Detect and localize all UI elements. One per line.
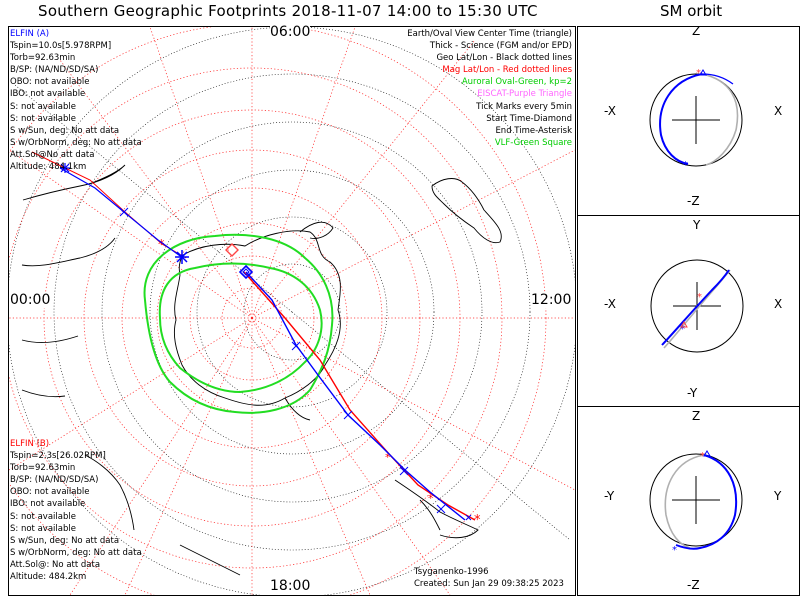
svg-text:*: * bbox=[672, 545, 677, 556]
legend-eiscat: EISCAT-Purple Triangle bbox=[477, 89, 572, 100]
sm2-right-label: X bbox=[774, 297, 783, 311]
sm1-right-label: X bbox=[774, 104, 783, 118]
elfin-a-spin: Tspin=10.0s[5.978RPM] bbox=[10, 41, 112, 52]
sm2-bottom-label: -Y bbox=[687, 386, 698, 400]
svg-text:*: * bbox=[385, 451, 391, 464]
elfin-b-s2: S: not available bbox=[10, 523, 76, 534]
coastlines bbox=[21, 164, 502, 576]
elfin-a-track bbox=[59, 163, 472, 521]
legend: Earth/Oval View Center Time (triangle) T… bbox=[407, 28, 572, 149]
elfin-a-info: ELFIN (A) Tspin=10.0s[5.978RPM] Torb=92.… bbox=[10, 28, 142, 173]
elfin-b-bsp: B/SP: (NA/ND/SD/SA) bbox=[10, 475, 99, 486]
elfin-a-end-asterisk bbox=[175, 250, 189, 264]
footer: Tsyganenko-1996 Created: Sun Jan 29 09:3… bbox=[414, 566, 564, 590]
sm3-right-label: Y bbox=[774, 489, 782, 503]
legend-end-time: End Time-Asterisk bbox=[495, 125, 572, 136]
time-label-right: 12:00 bbox=[531, 292, 572, 308]
time-label-bottom: 18:00 bbox=[270, 578, 311, 594]
elfin-a-s1: S: not available bbox=[10, 101, 76, 112]
legend-mag-grid: Mag Lat/Lon - Red dotted lines bbox=[442, 65, 572, 76]
legend-auroral-oval: Auroral Oval-Green, kp=2 bbox=[461, 77, 572, 88]
legend-vlf: VLF-Green Square bbox=[494, 137, 572, 148]
sm-divider-1 bbox=[577, 215, 800, 216]
elfin-a-start-diamond bbox=[238, 264, 254, 280]
svg-text:*: * bbox=[428, 492, 434, 505]
sm3-bottom-label: -Z bbox=[687, 578, 700, 592]
geo-grid bbox=[9, 27, 575, 595]
elfin-b-end-asterisk: * bbox=[474, 513, 481, 528]
elfin-b-spin: Tspin=2.3s[26.02RPM] bbox=[10, 451, 106, 462]
elfin-a-altitude: Altitude: 484.1km bbox=[10, 162, 87, 173]
legend-tick-marks: Tick Marks every 5min bbox=[476, 101, 572, 112]
sm1-bottom-label: -Z bbox=[687, 194, 700, 208]
elfin-a-attsol: Att.Sol@No att data bbox=[10, 149, 95, 160]
legend-science: Thick - Science (FGM and/or EPD) bbox=[429, 41, 572, 52]
elfin-b-orbnorm: S w/OrbNorm, deg: No att data bbox=[10, 547, 142, 558]
svg-text:*: * bbox=[683, 160, 688, 171]
sm3-top-label: Z bbox=[692, 409, 701, 423]
svg-text:*: * bbox=[696, 68, 701, 79]
elfin-a-s2: S: not available bbox=[10, 113, 76, 124]
svg-text:*: * bbox=[158, 238, 165, 253]
legend-geo-grid: Geo Lat/Lon - Black dotted lines bbox=[436, 53, 572, 64]
elfin-a-name: ELFIN (A) bbox=[10, 29, 50, 39]
sm2-top-label: Y bbox=[693, 218, 701, 232]
elfin-b-altitude: Altitude: 484.2km bbox=[10, 572, 87, 583]
sm3-left-label: -Y bbox=[604, 489, 615, 503]
plot-title: Southern Geographic Footprints 2018-11-0… bbox=[38, 2, 538, 20]
sm2-left-label: -X bbox=[604, 297, 616, 311]
elfin-b-sun: S w/Sun, deg: No att data bbox=[10, 535, 120, 546]
elfin-b-orbit-period: Torb=92.63min bbox=[10, 463, 76, 474]
mag-grid bbox=[9, 27, 575, 595]
elfin-a-orbit-period: Torb=92.63min bbox=[10, 53, 76, 64]
legend-start-time: Start Time-Diamond bbox=[486, 113, 572, 124]
svg-text:*: * bbox=[700, 451, 705, 462]
elfin-b-ibo: IBO: not available bbox=[10, 499, 86, 510]
sm1-left-label: -X bbox=[604, 104, 616, 118]
elfin-b-start-diamond bbox=[225, 243, 239, 257]
sm-divider-2 bbox=[577, 406, 800, 407]
auroral-oval bbox=[143, 233, 334, 414]
elfin-b-info: ELFIN (B) Tspin=2.3s[26.02RPM] Torb=92.6… bbox=[10, 438, 142, 583]
elfin-a-ibo: IBO: not available bbox=[10, 89, 86, 100]
sm1-top-label: Z bbox=[692, 24, 701, 38]
elfin-b-name: ELFIN (B) bbox=[10, 439, 50, 449]
svg-text:*: * bbox=[697, 292, 702, 303]
created-timestamp: Created: Sun Jan 29 09:38:25 2023 bbox=[414, 579, 564, 590]
elfin-a-bsp: B/SP: (NA/ND/SD/SA) bbox=[10, 65, 99, 76]
time-label-top: 06:00 bbox=[270, 24, 311, 40]
elfin-b-attsol: Att.Sol@: No att data bbox=[10, 559, 101, 570]
elfin-a-obo: OBO: not available bbox=[10, 77, 90, 88]
elfin-a-orbnorm: S w/OrbNorm, deg: No att data bbox=[10, 137, 142, 148]
svg-text:*: * bbox=[680, 324, 685, 335]
legend-view-center: Earth/Oval View Center Time (triangle) bbox=[407, 29, 572, 39]
sm-panel-xy: * * bbox=[650, 259, 744, 353]
sm-orbit-title: SM orbit bbox=[660, 2, 723, 20]
model-label: Tsyganenko-1996 bbox=[414, 567, 489, 577]
time-label-left: 00:00 bbox=[10, 292, 51, 308]
elfin-b-obo: OBO: not available bbox=[10, 487, 90, 498]
sm-panel-yz: * * bbox=[649, 450, 743, 556]
sm-panel-xz: * * bbox=[649, 68, 743, 171]
elfin-b-s1: S: not available bbox=[10, 511, 76, 522]
elfin-a-sun: S w/Sun, deg: No att data bbox=[10, 125, 120, 136]
